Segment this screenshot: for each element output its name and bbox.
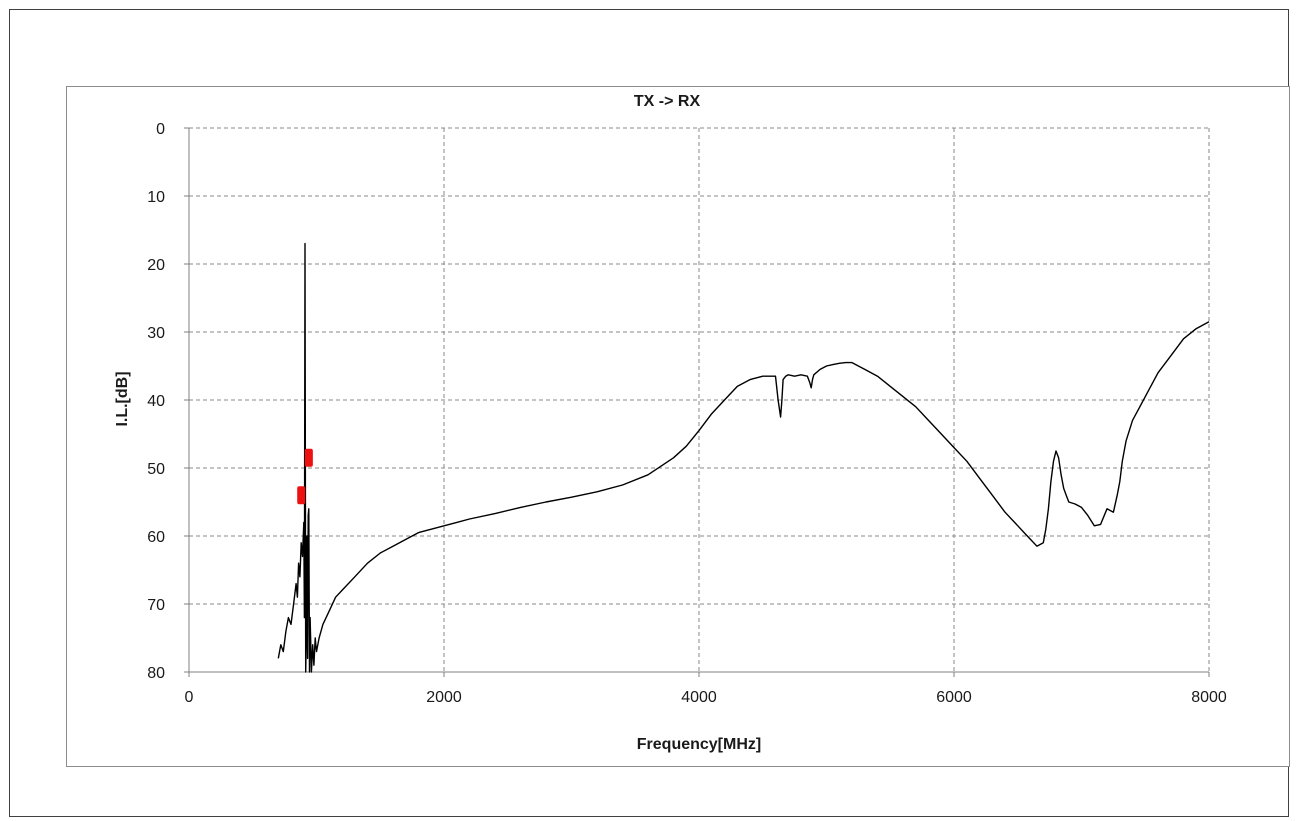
y-tick-label: 10 [147, 189, 165, 206]
x-tick-label: 2000 [426, 689, 462, 706]
chart-area: 0 10 20 30 40 50 60 70 80 0 2000 4000 6000 8000 TX ->… [66, 86, 1290, 767]
marker [304, 448, 313, 467]
x-axis-title: Frequency[MHz] [637, 736, 761, 753]
y-tick-label: 40 [147, 393, 165, 410]
x-tick-label: 4000 [681, 689, 717, 706]
marker [297, 486, 306, 505]
x-tick-label: 6000 [936, 689, 972, 706]
y-tick-label: 30 [147, 325, 165, 342]
plot-axes [184, 127, 1210, 677]
chart-title: TX -> RX [634, 93, 701, 110]
series-layer [277, 242, 1210, 673]
series-line [277, 242, 1210, 673]
y-axis-title: I.L.[dB] [114, 371, 131, 426]
y-tick-label: 70 [147, 597, 165, 614]
tick-labels: 0 10 20 30 40 50 60 70 80 0 2000 4000 6000 8000 [147, 121, 1227, 706]
chart-svg: 0 10 20 30 40 50 60 70 80 0 2000 4000 6000 8000 TX ->… [114, 93, 1227, 753]
y-tick-label: 50 [147, 461, 165, 478]
y-tick-label: 20 [147, 257, 165, 274]
x-tick-label: 8000 [1191, 689, 1227, 706]
y-tick-label: 60 [147, 529, 165, 546]
y-tick-label: 0 [156, 121, 165, 138]
grid-lines [189, 127, 1210, 672]
marker-layer [297, 448, 313, 505]
x-tick-label: 0 [185, 689, 194, 706]
y-tick-label: 80 [147, 665, 165, 682]
